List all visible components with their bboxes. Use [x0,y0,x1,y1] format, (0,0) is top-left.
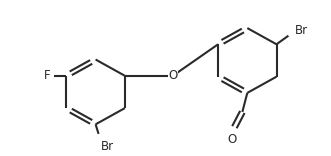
Text: Br: Br [101,140,114,153]
Text: Br: Br [295,24,308,37]
Text: F: F [44,69,51,82]
Text: O: O [168,69,177,82]
Text: O: O [228,133,237,146]
